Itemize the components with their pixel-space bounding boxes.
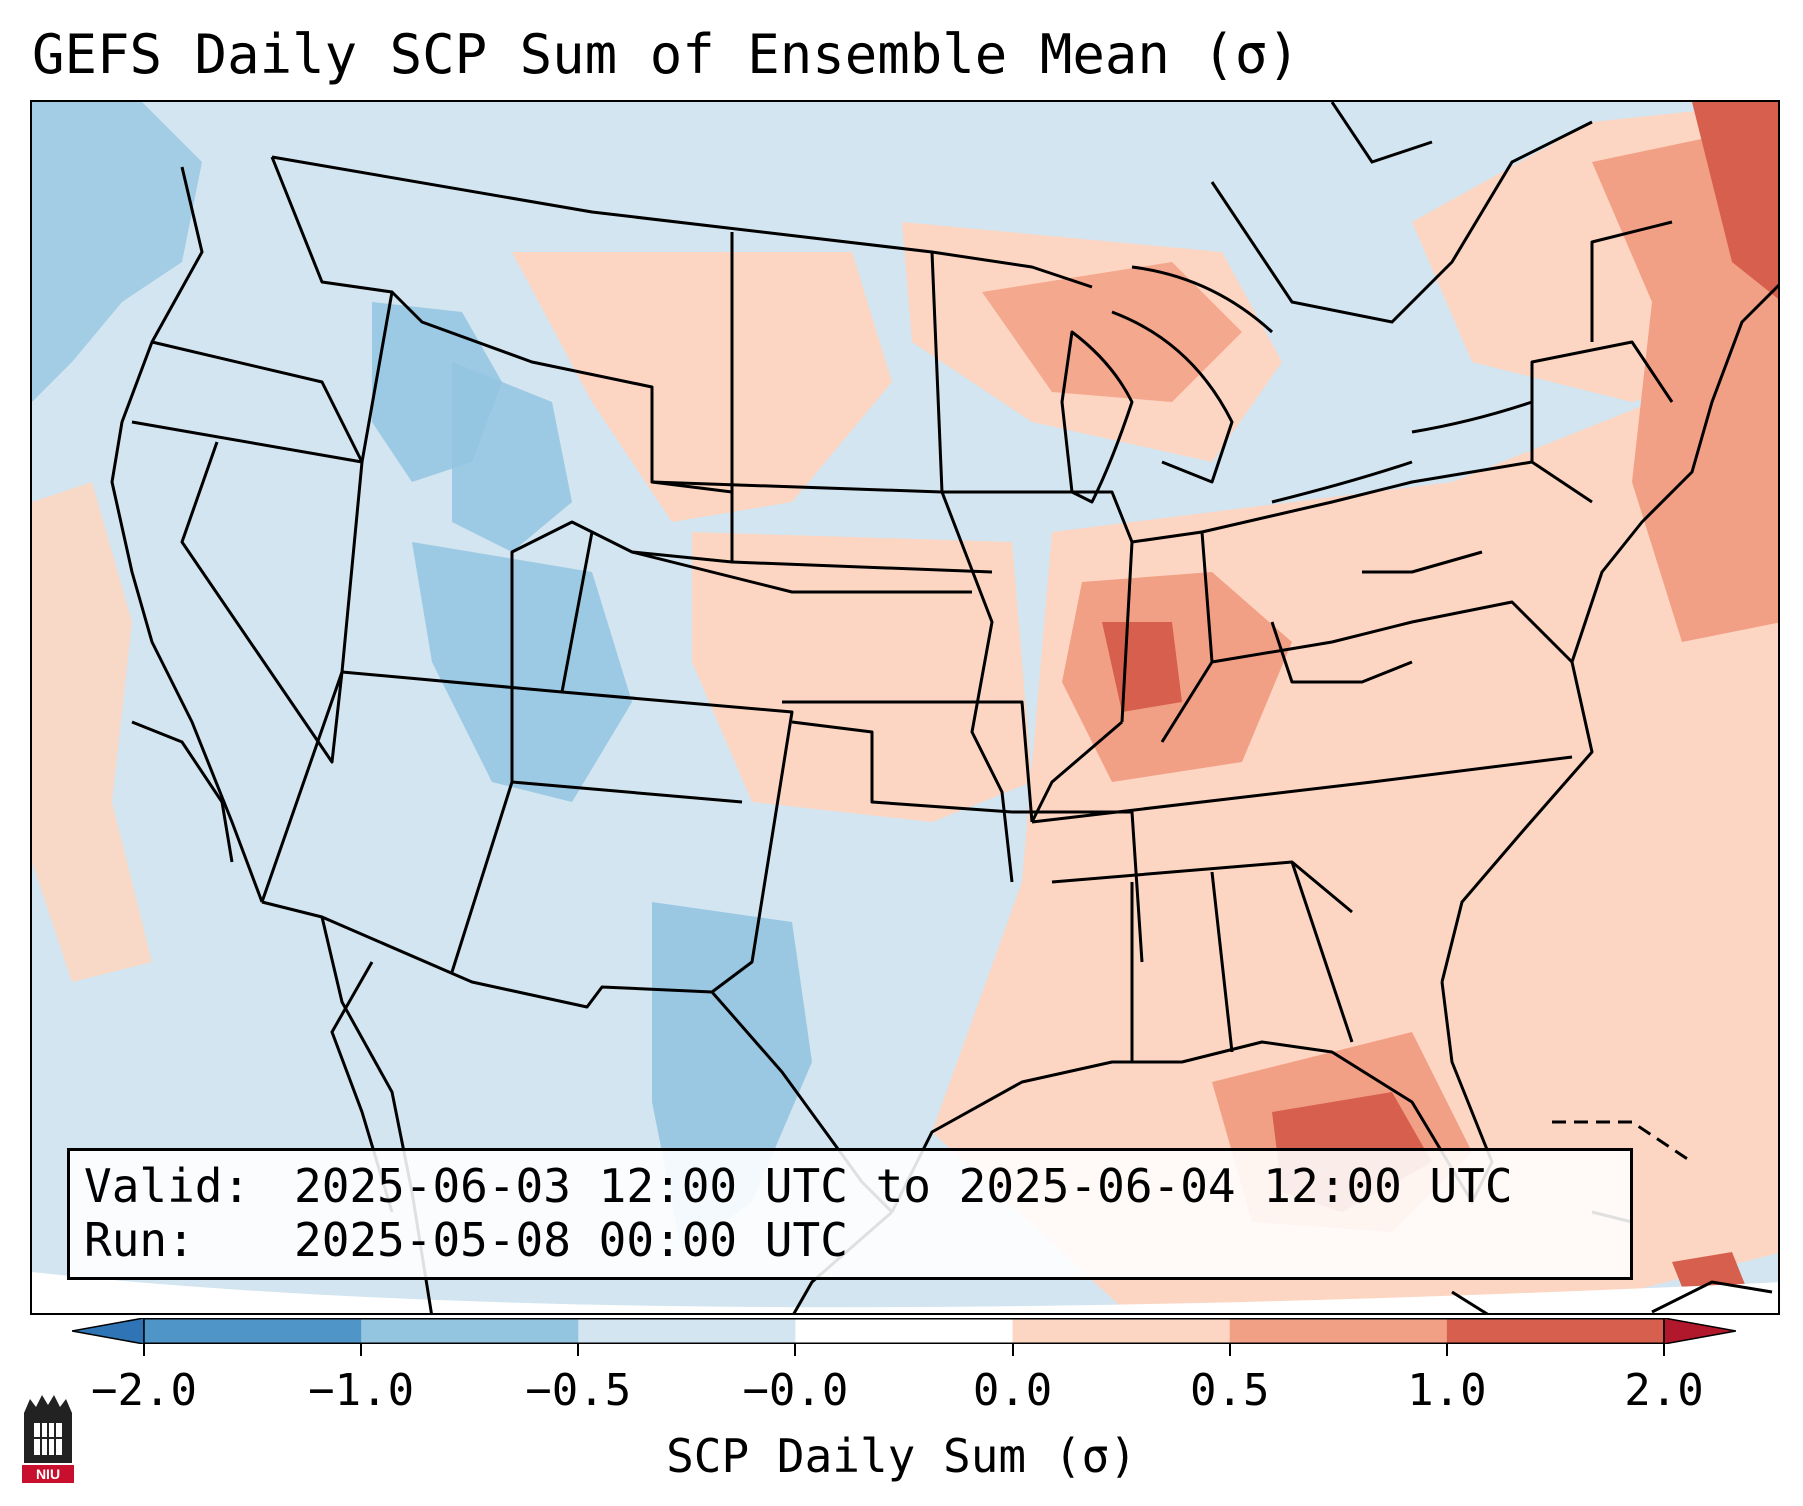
colorbar-tick-label: 1.0 (1407, 1365, 1487, 1416)
colorbar-tick (1228, 1344, 1231, 1356)
colorbar-tick (360, 1344, 363, 1356)
red-anomaly-west-coast (32, 482, 152, 982)
valid-run-info-box: Valid: 2025-06-03 12:00 UTC to 2025-06-0… (67, 1148, 1633, 1280)
blue-anomaly-wyoming (452, 362, 572, 552)
map-frame (30, 100, 1780, 1315)
colorbar (72, 1318, 1736, 1344)
colorbar-segment (795, 1318, 1014, 1344)
map-svg (32, 102, 1778, 1313)
colorbar-tick-label: 2.0 (1624, 1365, 1704, 1416)
medium-red-great-lakes (982, 262, 1242, 402)
colorbar-tick-label: −0.5 (525, 1365, 632, 1416)
colorbar-extend-high (1663, 1318, 1736, 1344)
niu-logo: NIU (22, 1395, 74, 1483)
colorbar-segment (1012, 1318, 1231, 1344)
valid-value: 2025-06-03 12:00 UTC to 2025-06-04 12:00… (294, 1159, 1513, 1213)
colorbar-tick-label: −2.0 (91, 1365, 197, 1416)
colorbar-segment (144, 1318, 362, 1344)
projection-edge (32, 1272, 1778, 1313)
colorbar-tick (794, 1344, 797, 1356)
state-boundaries (110, 155, 1778, 1214)
colorbar-segment (1446, 1318, 1665, 1344)
dark-red-northeast (1692, 102, 1778, 299)
run-value: 2025-05-08 00:00 UTC (294, 1213, 848, 1267)
dark-red-indiana (1102, 622, 1182, 712)
logo-text: NIU (36, 1466, 60, 1482)
other-boundaries (131, 102, 1773, 1313)
colorbar-ticks: −2.0 −1.0 −0.5 −0.0 0.0 0.5 1.0 2.0 (0, 1344, 1803, 1424)
colorbar-tick-label: 0.0 (972, 1365, 1053, 1416)
colorbar-border (143, 1318, 1665, 1344)
run-row: Run: 2025-05-08 00:00 UTC (84, 1213, 1616, 1267)
colorbar-segment (578, 1318, 796, 1344)
run-label: Run: (84, 1213, 195, 1267)
red-anomaly-montana-dakotas (512, 252, 892, 522)
colorbar-label: SCP Daily Sum (σ) (666, 1429, 1137, 1483)
colorbar-tick (1011, 1344, 1014, 1356)
blue-anomaly-pacific-nw (32, 102, 202, 402)
colorbar-extend-low (72, 1318, 145, 1344)
valid-row: Valid: 2025-06-03 12:00 UTC to 2025-06-0… (84, 1159, 1616, 1213)
colorbar-tick-label: 0.5 (1189, 1365, 1270, 1416)
colorbar-tick (1445, 1344, 1448, 1356)
chart-title: GEFS Daily SCP Sum of Ensemble Mean (σ) (32, 23, 1300, 86)
blue-anomaly-utah-colorado (412, 542, 632, 802)
colorbar-segment (361, 1318, 579, 1344)
red-anomaly-great-plains (692, 532, 1032, 822)
colorbar-tick (143, 1344, 145, 1356)
colorbar-tick-label: −1.0 (308, 1365, 415, 1416)
colorbar-tick-label: −0.0 (742, 1365, 849, 1416)
colorbar-tick (1663, 1344, 1665, 1356)
valid-label: Valid: (84, 1159, 251, 1213)
colorbar-segment (1229, 1318, 1448, 1344)
colorbar-tick (577, 1344, 580, 1356)
